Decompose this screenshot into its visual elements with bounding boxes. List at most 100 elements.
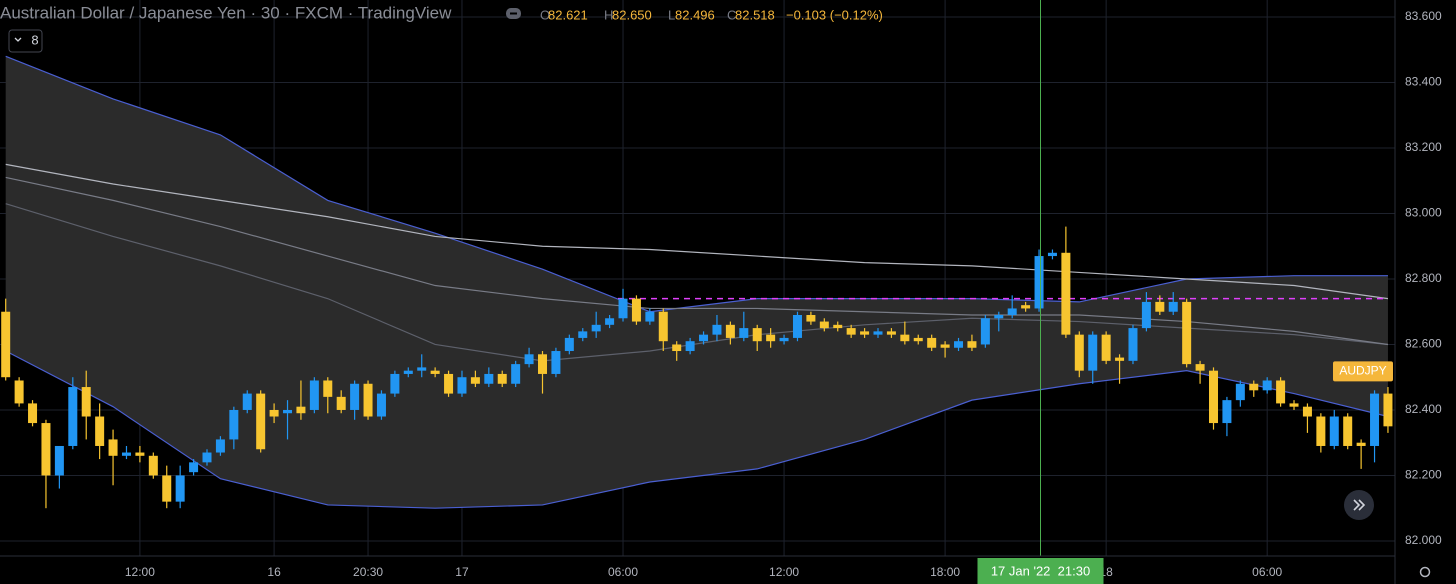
- candle-body: [417, 367, 427, 371]
- candle-body: [672, 344, 682, 352]
- candle-body: [215, 439, 225, 453]
- candle-body: [954, 341, 964, 348]
- candle-body: [605, 318, 615, 325]
- candle-body: [175, 475, 185, 502]
- y-tick-label: 83.200: [1405, 140, 1442, 154]
- candle-body: [752, 328, 762, 342]
- candle-body: [336, 396, 346, 410]
- symbol-label: AUDJPY: [1339, 363, 1386, 377]
- candle-body: [68, 387, 78, 446]
- moving-average: [5, 163, 1389, 300]
- x-tick-label: 16: [267, 565, 281, 579]
- candle-body: [1329, 416, 1339, 446]
- visibility-icon-bar: [510, 12, 517, 15]
- candle-body: [1115, 357, 1125, 361]
- candle-body: [1356, 442, 1366, 446]
- candle-body: [484, 373, 494, 384]
- candle-body: [1128, 328, 1138, 361]
- band-lower: [5, 350, 1389, 509]
- candle-body: [189, 462, 199, 473]
- y-tick-label: 82.600: [1405, 337, 1442, 351]
- candle-body: [497, 373, 507, 384]
- candle-body: [390, 373, 400, 394]
- candle-body: [578, 331, 588, 338]
- candle-body: [54, 445, 64, 476]
- candle-body: [14, 380, 24, 404]
- candle-body: [725, 324, 735, 338]
- candle-body: [1370, 393, 1380, 446]
- ohlc-value: 82.650: [612, 7, 652, 22]
- candle-body: [591, 324, 601, 332]
- candle-body: [323, 380, 333, 397]
- x-tick-label: 17: [455, 565, 469, 579]
- y-tick-label: 82.200: [1405, 468, 1442, 482]
- candle-body: [1249, 383, 1259, 391]
- candle-body: [538, 354, 547, 374]
- candle-body: [564, 337, 574, 352]
- y-tick-label: 82.000: [1405, 533, 1442, 547]
- candle-body: [470, 377, 480, 384]
- x-tick-label: 06:00: [608, 565, 638, 579]
- candle-body: [457, 377, 467, 394]
- crosshair-label: 17 Jan '22 21:30: [991, 563, 1090, 578]
- candle-body: [645, 311, 655, 322]
- ohlc-value: 82.496: [675, 7, 715, 22]
- x-tick-label: 06:00: [1252, 565, 1282, 579]
- y-tick-label: 83.600: [1405, 9, 1442, 23]
- candle-body: [980, 318, 990, 345]
- candle-body: [1141, 301, 1151, 329]
- moving-average: [5, 176, 1389, 346]
- candle-body: [792, 315, 802, 338]
- y-tick-label: 83.400: [1405, 75, 1442, 89]
- candle-body: [269, 409, 279, 417]
- candle-body: [833, 324, 843, 329]
- candle-body: [618, 298, 628, 319]
- candle-body: [148, 455, 158, 476]
- candle-body: [1101, 334, 1111, 361]
- candle-body: [927, 337, 937, 348]
- y-tick-label: 82.800: [1405, 271, 1442, 285]
- interval-badge[interactable]: [8, 29, 43, 53]
- candle-body: [685, 341, 695, 352]
- candle-body: [1061, 252, 1071, 335]
- candle-body: [1316, 416, 1326, 446]
- candle-body: [1074, 334, 1084, 371]
- candle-body: [135, 452, 145, 456]
- candle-body: [806, 315, 816, 322]
- symbol-label-bg: [1333, 361, 1393, 382]
- candle-body: [739, 328, 749, 338]
- candle-body: [41, 423, 51, 476]
- candle-body: [1262, 380, 1272, 391]
- candle-body: [309, 380, 319, 410]
- candle-body: [940, 344, 950, 348]
- candle-body: [551, 351, 561, 374]
- candle-body: [1155, 301, 1165, 312]
- candle-body: [779, 337, 789, 342]
- candle-body: [296, 406, 306, 414]
- candle-body: [873, 331, 883, 335]
- ohlc-value: 82.518: [735, 7, 775, 22]
- candle-body: [967, 341, 977, 348]
- candle-body: [256, 393, 266, 450]
- candle-body: [363, 383, 373, 417]
- crosshair-label-bg: [977, 558, 1104, 584]
- candle-body: [108, 439, 118, 456]
- candle-body: [631, 298, 641, 322]
- ohlc-key: L: [668, 7, 675, 22]
- settings-icon[interactable]: [1419, 566, 1431, 578]
- x-tick-label: 12:00: [769, 565, 799, 579]
- candle-body: [1383, 393, 1393, 427]
- candle-body: [994, 315, 1004, 319]
- candle-body: [1289, 403, 1299, 407]
- candle-body: [81, 387, 91, 417]
- candle-body: [444, 373, 454, 394]
- candle-body: [121, 452, 131, 456]
- candle-body: [1195, 364, 1205, 371]
- candle-body: [1235, 383, 1245, 401]
- candle-body: [202, 452, 212, 463]
- candle-body: [1021, 305, 1031, 309]
- candle-body: [1, 311, 11, 378]
- candle-body: [511, 364, 521, 384]
- badge-chevron: [14, 37, 22, 42]
- candle-body: [376, 393, 386, 417]
